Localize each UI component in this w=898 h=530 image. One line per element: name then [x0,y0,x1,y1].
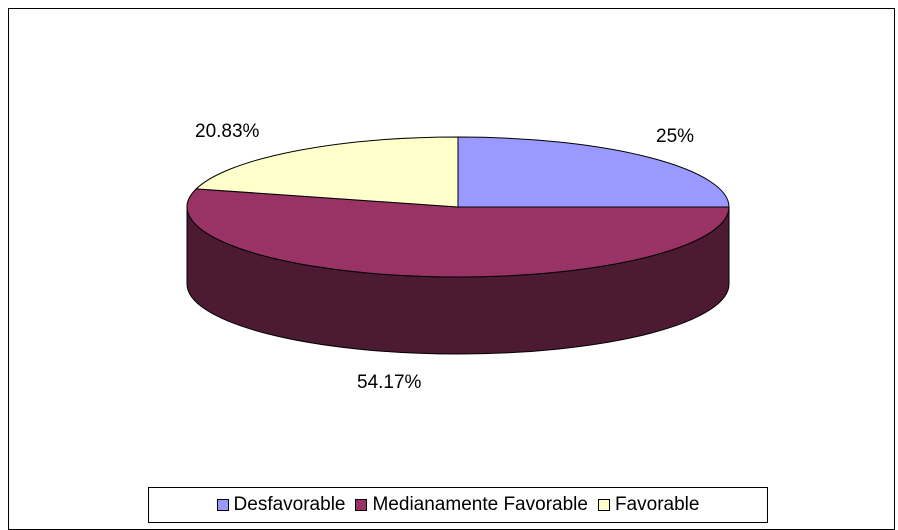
data-label-favorable: 20.83% [195,121,260,142]
slice-favorable [195,136,459,208]
pie-labels: 25% 54.17% 20.83% [195,121,694,393]
data-label-desfavorable: 25% [656,126,694,147]
legend-swatch-favorable [597,499,610,511]
legend-swatch-medianamente-favorable [355,499,368,511]
legend-label-medianamente-favorable: Medianamente Favorable [372,494,588,515]
legend-item-desfavorable: Desfavorable [216,494,346,516]
legend-label-desfavorable: Desfavorable [233,494,346,515]
legend-label-favorable: Favorable [614,494,700,515]
data-label-medianamente-favorable: 54.17% [357,372,422,393]
legend: Desfavorable Medianamente Favorable Favo… [148,487,768,523]
slice-medianamente-favorable [186,188,730,278]
legend-item-medianamente-favorable: Medianamente Favorable [355,494,588,516]
pie-tops [186,136,730,278]
legend-swatch-desfavorable [216,499,229,511]
slice-desfavorable [457,136,730,208]
legend-item-favorable: Favorable [597,494,700,516]
